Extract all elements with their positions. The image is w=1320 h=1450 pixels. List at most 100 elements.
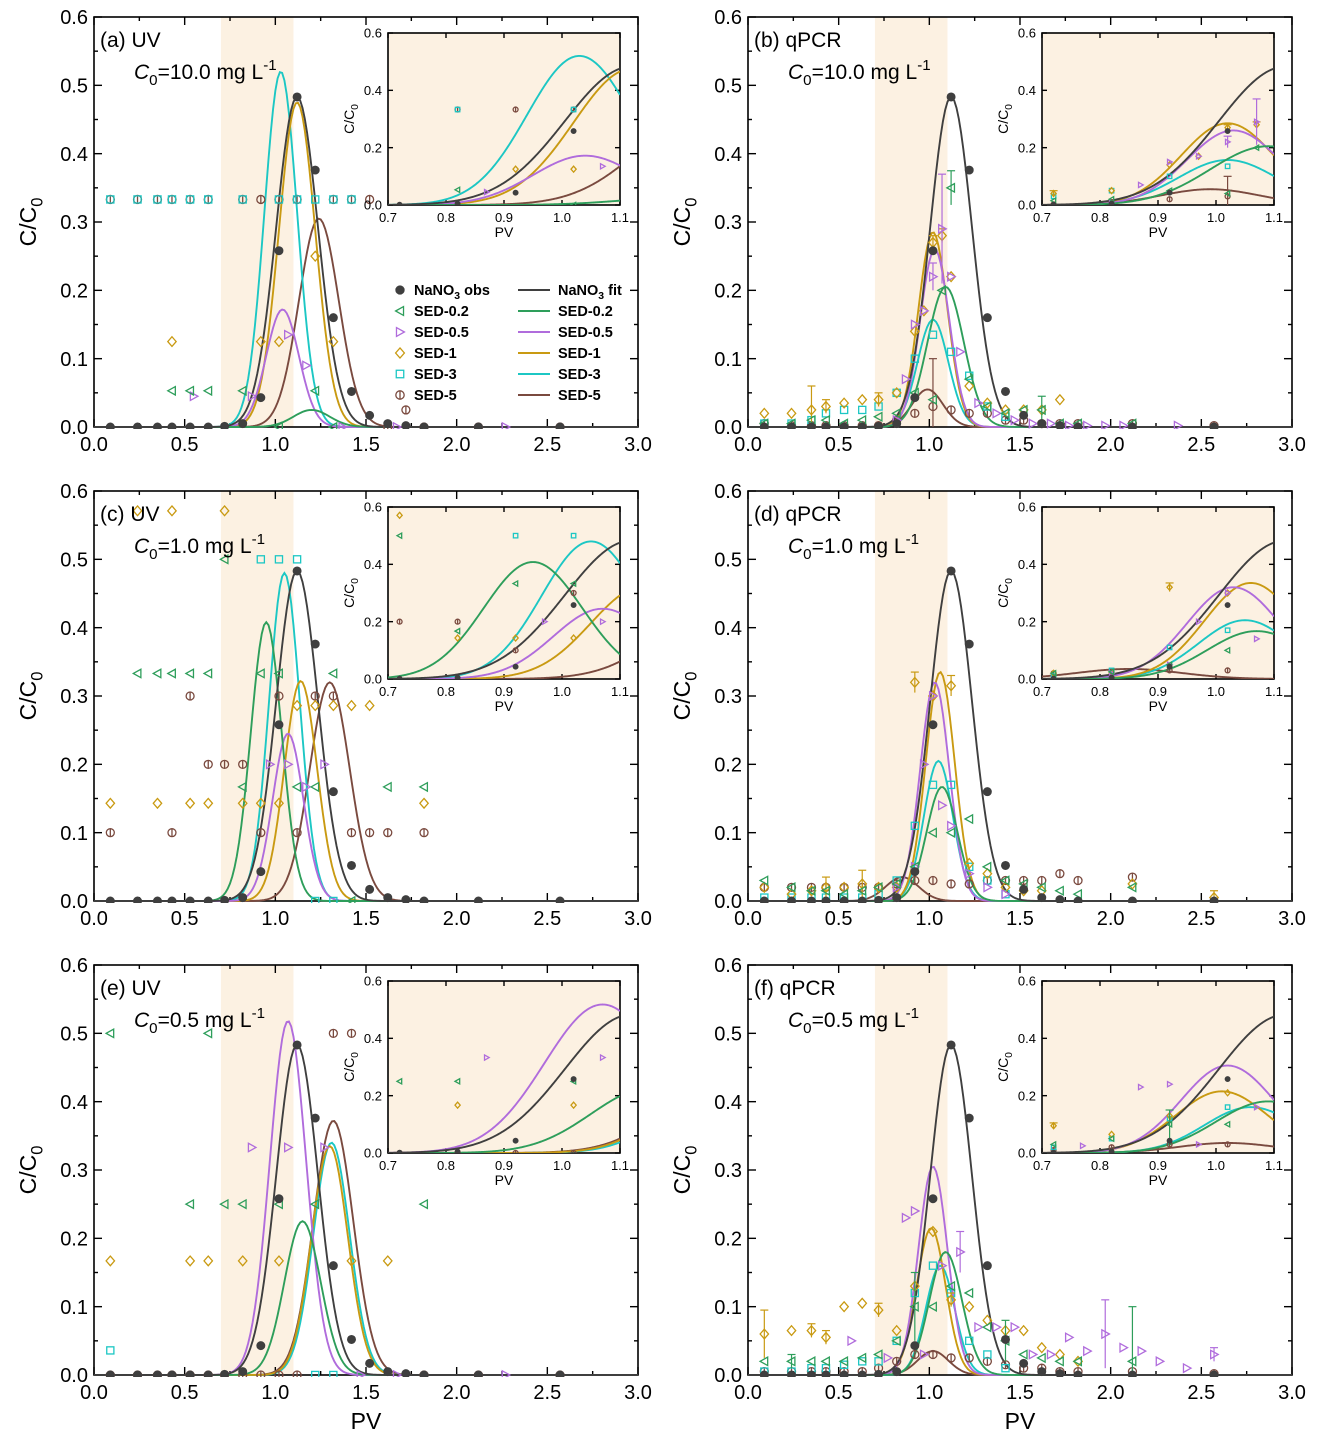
panel-b-point-sed-1-1 <box>786 407 797 420</box>
panel-c-inset-x-tick-0-7: 0.7 <box>379 684 397 699</box>
panel-c-point-nano3-5 <box>203 896 213 903</box>
panel-b-fit-sed-0-5 <box>748 248 1292 428</box>
panel-a-point-nano3-19 <box>555 422 565 429</box>
panel-f-point-sed-5-11 <box>964 1353 974 1363</box>
panel-c-x-tick-0-5: 0.5 <box>171 908 199 930</box>
panel-a-inset-y-tick-0-2: 0.2 <box>364 140 382 155</box>
panel-d-inset-y-tick-0-6: 0.6 <box>1018 500 1036 515</box>
panel-b-point-sed-0-2-14 <box>999 408 1010 419</box>
panel-a-point-nano3-17 <box>419 422 429 429</box>
panel-a-point-nano3-8 <box>256 393 266 403</box>
panel-e-point-sed-0-5-3 <box>356 1369 367 1377</box>
panel-c-point-sed-1-5 <box>203 797 214 810</box>
panel-a-inset-y-tick-0-0: 0.0 <box>364 198 382 213</box>
panel-f-point-nano3-14 <box>1019 1358 1029 1368</box>
panel-d-point-sed-3-10 <box>946 780 956 790</box>
panel-b-y-tick-0-2: 0.2 <box>714 281 742 303</box>
panel-f-point-sed-0-5-3 <box>910 1205 921 1217</box>
panel-a-point-nano3-5 <box>203 422 213 429</box>
panel-a-inset-fit-sed-0-2 <box>388 199 620 205</box>
panel-d-x-tick-1-0: 1.0 <box>915 908 943 930</box>
panel-c-point-sed-0-2-14 <box>418 781 429 793</box>
panel-c-point-nano3-8 <box>256 867 266 877</box>
panel-e-point-sed-0-2-2 <box>202 1028 213 1039</box>
panel-f-point-nano3-11 <box>964 1113 974 1123</box>
panel-b-point-nano3-13 <box>1001 386 1010 396</box>
panel-c-label: (c) UV <box>100 503 160 526</box>
panel-d-point-nano3-7 <box>892 893 902 903</box>
panel-c-x-tick-3-0: 3.0 <box>624 908 652 930</box>
panel-a-inset: 0.7 0.8 0.9 1.0 1.1 0.0 0.2 0.4 0.6 PV C/C0 <box>341 26 629 240</box>
panel-d-inset-point-sed-0-5-0 <box>1108 669 1116 677</box>
panel-a-inset-point-sed-0-2-4 <box>569 201 577 205</box>
panel-b-inset-frame <box>1041 32 1275 206</box>
panel-a-inset-point-nano3-8 <box>512 189 519 196</box>
panel-f-point-nano3-7 <box>892 1367 902 1377</box>
panel-b-point-sed-0-5-3 <box>919 305 930 317</box>
panel-d-y-tick-0-0: 0.0 <box>714 891 742 913</box>
panel-d-inset-x-label: PV <box>1149 698 1168 714</box>
panel-b-point-sed-1-14 <box>982 397 993 409</box>
panel-c-inset-point-sed-5-7 <box>570 589 577 597</box>
panel-b-point-nano3-5 <box>857 422 867 429</box>
panel-b-point-sed-0-5-7 <box>956 346 966 358</box>
panel-c-inset-y-tick-0-4: 0.4 <box>364 557 382 572</box>
panel-f-x-tick-0-0: 0.0 <box>734 1382 762 1404</box>
panel-f-point-sed-3-12 <box>983 1350 992 1359</box>
panel-f-point-sed-3-11 <box>965 1336 974 1346</box>
panel-f-x-tick-0-5: 0.5 <box>825 1382 853 1404</box>
panel-f-x-tick-2-5: 2.5 <box>1187 1382 1215 1404</box>
panel-a-y-tick-0-5: 0.5 <box>60 76 88 98</box>
panel-f-point-sed-0-2-7 <box>891 1335 901 1347</box>
panel-b-point-nano3-7 <box>892 419 902 429</box>
panel-c-point-nano3-2 <box>152 896 162 903</box>
panel-e-label: (e) UV <box>100 977 161 1000</box>
panel-e-point-sed-1-2 <box>203 1255 214 1267</box>
panel-c-x-tick-1-0: 1.0 <box>261 908 289 930</box>
panel-a-x-tick-1-0: 1.0 <box>261 434 289 456</box>
panel-f-point-sed-0-2-14 <box>1018 1349 1028 1360</box>
panel-a-point-sed-5-14 <box>401 405 411 415</box>
panel-c-point-sed-1-6 <box>219 504 230 517</box>
panel-f-point-nano3-10 <box>946 1040 956 1050</box>
panel-e-point-sed-1-3 <box>237 1255 248 1267</box>
panel-c-point-sed-0-5-0 <box>265 759 276 770</box>
panel-c-inset-point-sed-0-2-8 <box>569 579 577 588</box>
panel-a-point-nano3-6 <box>220 421 230 429</box>
legend-marker-sed-1 <box>394 346 406 360</box>
panel-e-inset-x-tick-0-8: 0.8 <box>437 1158 455 1173</box>
panel-e-inset-point-nano3-8 <box>512 1137 519 1144</box>
panel-b-x-tick-0-5: 0.5 <box>825 434 853 456</box>
panel-d-point-sed-0-2-4 <box>838 888 849 900</box>
panel-e-point-sed-0-5-0 <box>247 1142 258 1153</box>
panel-c-point-nano3-15 <box>383 893 393 903</box>
panel-a-inset-point-nano3-9 <box>570 128 577 135</box>
panel-a-inset-x-tick-0-9: 0.9 <box>495 210 513 225</box>
panel-a-y-tick-0-1: 0.1 <box>60 349 88 371</box>
panel-a-point-nano3-13 <box>347 386 356 396</box>
panel-a-point-sed-3-4 <box>185 195 195 204</box>
panel-a-x-tick-2-5: 2.5 <box>533 434 561 456</box>
panel-e-point-nano3-7 <box>238 1367 248 1377</box>
panel-c-inset-x-label: PV <box>495 698 514 714</box>
panel-b-point-sed-0-2-10 <box>936 285 947 296</box>
panel-e-point-sed-0-2-3 <box>219 1198 229 1210</box>
panel-c-y-tick-0-6: 0.6 <box>60 481 88 503</box>
panel-e-point-sed-5-10 <box>292 1370 302 1377</box>
panel-a-point-nano3-15 <box>383 419 393 429</box>
panel-b-y-tick-0-1: 0.1 <box>714 349 742 371</box>
panel-a-point-sed-5-5 <box>203 194 213 205</box>
panel-c-point-sed-5-5 <box>238 759 248 769</box>
panel-a-inset-shaded-band <box>388 33 620 205</box>
panel-d-point-sed-1-8 <box>909 676 920 689</box>
panel-b-point-nano3-11 <box>964 165 974 175</box>
panel-b-point-sed-1-5 <box>857 393 868 406</box>
panel-f-point-sed-1-3 <box>820 1331 832 1344</box>
panel-e-inset-y-tick-0-2: 0.2 <box>364 1088 382 1103</box>
panel-c-fit-nano3 <box>94 570 638 902</box>
panel-c-point-sed-1-9 <box>273 797 285 810</box>
panel-e-point-nano3-13 <box>347 1334 356 1344</box>
panel-d-point-nano3-10 <box>946 566 956 576</box>
panel-c-point-sed-5-11 <box>346 828 357 838</box>
panel-b-inset-y-label: C/C0 <box>995 104 1015 134</box>
